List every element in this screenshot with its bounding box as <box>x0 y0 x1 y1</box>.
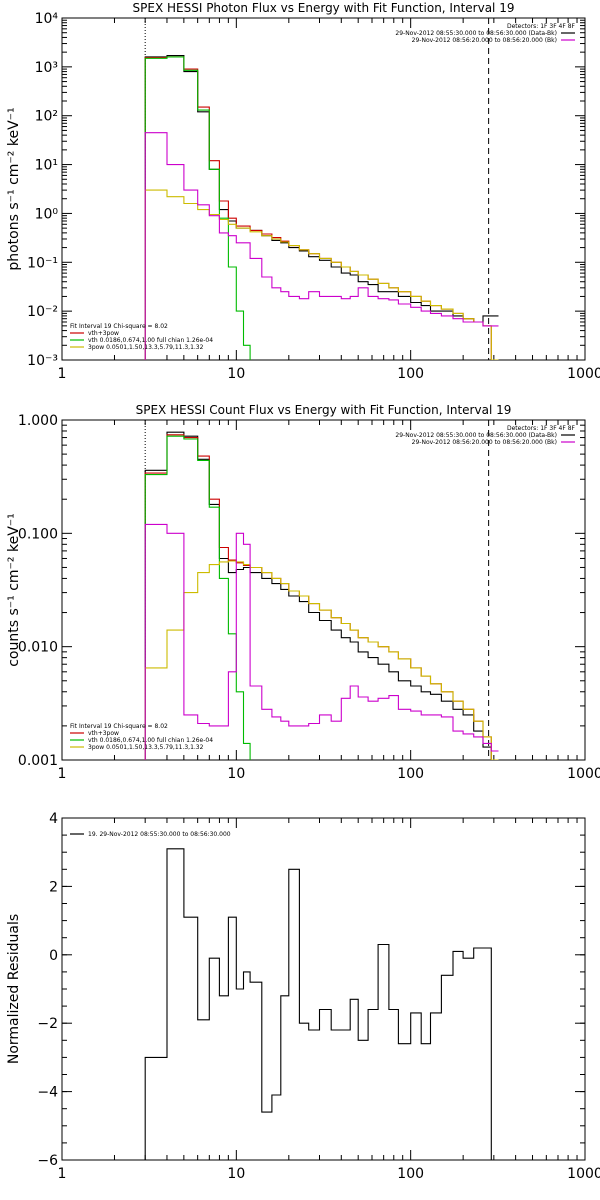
legend-entry: vth 0.0186,0.674,1.00 full chian 1.26e-0… <box>88 337 213 344</box>
chart-panel-2: SPEX HESSI Count Flux vs Energy with Fit… <box>6 403 600 782</box>
x-tick-label: 10 <box>227 366 245 382</box>
legend-entry: 29-Nov-2012 08:56:20.000 to 08:56:20.000… <box>412 439 557 446</box>
y-tick-label: −4 <box>37 1085 58 1101</box>
y-tick-label: −2 <box>37 1016 58 1032</box>
legend-entry: 29-Nov-2012 08:55:30.000 to 08:56:30.000… <box>395 432 557 439</box>
x-tick-label: 10 <box>227 766 245 782</box>
legend-entry: vth 0.0186,0.674,1.00 full chian 1.26e-0… <box>88 737 213 744</box>
legend-entry: 3pow 0.0501,1.50,13.3,5.79,11.3,1.32 <box>88 344 204 351</box>
series-vth-3pow <box>144 434 499 760</box>
y-tick-label: 10³ <box>35 60 58 76</box>
x-tick-label: 1000 <box>567 366 600 382</box>
x-tick-label: 1 <box>58 766 67 782</box>
plot-frame <box>61 419 586 761</box>
y-tick-label: 0.010 <box>18 640 58 656</box>
y-tick-label: 10⁰ <box>35 206 59 222</box>
y-axis-label: counts s⁻¹ cm⁻² keV⁻¹ <box>6 513 22 667</box>
series-residuals <box>144 848 499 1160</box>
x-tick-label: 1 <box>58 366 67 382</box>
series-3pow <box>144 560 499 760</box>
chart-panel-1: SPEX HESSI Photon Flux vs Energy with Fi… <box>6 1 600 382</box>
y-axis-label: Normalized Residuals <box>6 914 22 1064</box>
y-tick-label: 10¹ <box>35 158 58 174</box>
legend-header: Detectors: 1F 3F 4F 8F <box>507 23 576 30</box>
y-tick-label: 2 <box>49 879 58 895</box>
x-tick-label: 1000 <box>567 766 600 782</box>
legend-entry: 29-Nov-2012 08:56:20.000 to 08:56:20.000… <box>412 37 557 44</box>
legend-header: Fit Interval 19 Chi-square = 8.02 <box>70 723 168 730</box>
x-tick-label: 100 <box>397 366 424 382</box>
series-data-bk <box>144 431 499 760</box>
y-tick-label: 10⁻¹ <box>27 255 58 271</box>
chart-panel-3: Normalized Residuals 1 10 100 1000 −6 −4 −2 0 2 4 1… <box>6 811 600 1182</box>
legend-header: Detectors: 1F 3F 4F 8F <box>507 425 576 432</box>
legend-entry: vth+3pow <box>88 330 119 337</box>
chart-title: SPEX HESSI Photon Flux vs Energy with Fi… <box>133 1 515 15</box>
x-tick-label: 10 <box>227 1166 245 1182</box>
y-tick-label: 0.001 <box>18 753 58 769</box>
legend-entry: vth+3pow <box>88 730 119 737</box>
series-3pow <box>144 189 499 360</box>
chart-title: SPEX HESSI Count Flux vs Energy with Fit… <box>136 403 512 417</box>
y-tick-label: 10⁻³ <box>27 353 58 369</box>
series-vth <box>144 435 251 760</box>
y-tick-label: 10⁴ <box>35 11 59 27</box>
y-tick-label: 0.100 <box>18 526 58 542</box>
series-bk <box>144 523 499 760</box>
plot-frame <box>61 817 586 1161</box>
series-bk <box>144 132 499 360</box>
x-tick-label: 100 <box>397 766 424 782</box>
x-tick-label: 1 <box>58 1166 67 1182</box>
legend-entry: 19. 29-Nov-2012 08:55:30.000 to 08:56:30… <box>88 831 231 838</box>
series-vth <box>144 56 251 360</box>
legend-entry: 29-Nov-2012 08:55:30.000 to 08:56:30.000… <box>395 30 557 37</box>
y-tick-label: 4 <box>49 811 58 827</box>
legend-entry: 3pow 0.0501,1.50,13.3,5.79,11.3,1.32 <box>88 744 204 751</box>
y-axis-label: photons s⁻¹ cm⁻² keV⁻¹ <box>6 107 22 270</box>
plot-frame <box>61 17 586 361</box>
x-tick-label: 1000 <box>567 1166 600 1182</box>
legend-header: Fit Interval 19 Chi-square = 8.02 <box>70 323 168 330</box>
y-tick-label: 1.000 <box>18 413 58 429</box>
x-tick-label: 100 <box>397 1166 424 1182</box>
y-tick-label: 10⁻² <box>27 304 58 320</box>
y-tick-label: −6 <box>37 1153 58 1169</box>
y-tick-label: 0 <box>49 948 58 964</box>
y-tick-label: 10² <box>35 109 58 125</box>
